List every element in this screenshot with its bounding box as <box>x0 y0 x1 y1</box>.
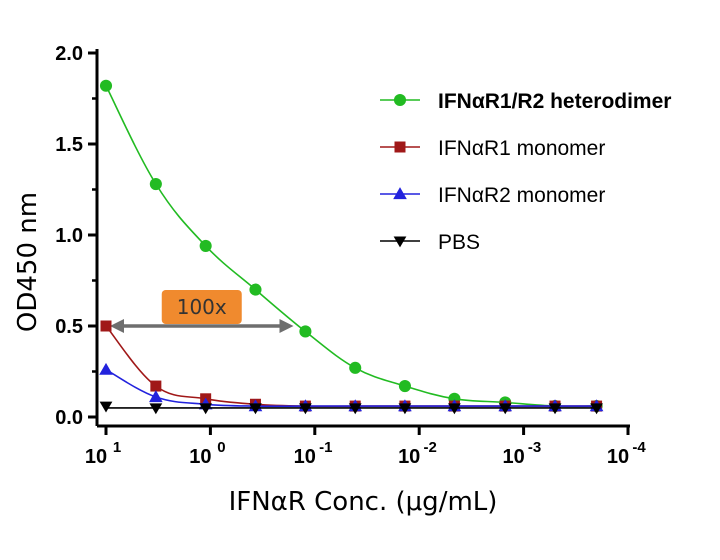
axes: 0.00.51.01.52.010 1 10 0 10 -1 10 -2 10 -3 10 -4 <box>55 43 646 468</box>
legend-label: PBS <box>438 231 480 254</box>
x-tick-exponent: -4 <box>632 439 646 456</box>
x-tick-exponent: -3 <box>528 439 541 456</box>
annotation-box <box>161 290 242 324</box>
legend: IFNαR1/R2 heterodimer IFNαR1 monomer IFNαR… <box>380 90 671 254</box>
legend-label: IFNαR1/R2 heterodimer <box>438 90 671 113</box>
legend-label: IFNαR1 monomer <box>438 137 605 160</box>
x-tick-exponent: 1 <box>113 439 121 456</box>
data-point <box>149 390 163 403</box>
y-tick-label: 2.0 <box>55 43 83 65</box>
data-point <box>150 380 162 392</box>
data-point <box>548 403 562 415</box>
y-tick-label: 0.5 <box>55 316 83 338</box>
y-tick-label: 1.5 <box>55 134 83 156</box>
data-point <box>149 177 162 191</box>
data-point <box>100 320 112 332</box>
data-point <box>99 79 113 92</box>
x-tick-label: 10 <box>502 446 524 468</box>
data-point <box>249 403 262 415</box>
data-point <box>99 401 113 413</box>
x-tick-label: 10 <box>607 446 629 468</box>
legend-item: PBS <box>380 231 480 254</box>
series-0 <box>99 79 603 413</box>
data-point <box>149 403 163 415</box>
data-point <box>349 361 362 374</box>
y-tick-label: 0.0 <box>55 407 83 429</box>
legend-item: IFNαR1 monomer <box>380 137 605 160</box>
legend-swatch-marker <box>394 141 406 153</box>
data-series <box>99 79 604 415</box>
annotation-arrow-head-right <box>279 319 294 333</box>
x-axis-label: IFNαR Conc. (μg/mL) <box>229 487 498 517</box>
data-point <box>448 403 461 415</box>
y-axis-label: OD450 nm <box>13 192 43 332</box>
legend-item: IFNαR1/R2 heterodimer <box>380 90 671 113</box>
x-tick-exponent: -1 <box>319 439 332 456</box>
x-tick-label: 10 <box>85 446 107 468</box>
x-tick-label: 10 <box>189 446 211 468</box>
x-tick-exponent: -2 <box>424 439 437 456</box>
data-point <box>299 403 312 415</box>
x-tick-label: 10 <box>294 446 316 468</box>
data-point <box>99 362 113 375</box>
annotation-label: 100x <box>177 295 227 319</box>
data-point <box>199 239 212 252</box>
legend-swatch-marker <box>393 187 407 200</box>
annotation-arrow-head-left <box>110 319 124 333</box>
data-point <box>590 403 603 415</box>
series-line <box>105 85 597 408</box>
legend-swatch-marker <box>393 236 407 248</box>
y-tick-label: 1.0 <box>55 225 83 247</box>
data-point <box>199 403 213 415</box>
data-point <box>348 403 362 415</box>
series-3 <box>99 401 603 415</box>
data-point <box>249 283 262 296</box>
x-tick-label: 10 <box>398 446 420 468</box>
fold-change-annotation: 100x <box>110 290 294 333</box>
x-tick-exponent: 0 <box>217 439 225 456</box>
data-point <box>498 403 512 415</box>
legend-label: IFNαR2 monomer <box>438 184 605 207</box>
legend-swatch-marker <box>393 93 407 107</box>
legend-item: IFNαR2 monomer <box>380 184 605 207</box>
data-point <box>398 403 412 415</box>
data-point <box>398 380 411 393</box>
data-point <box>299 325 312 338</box>
